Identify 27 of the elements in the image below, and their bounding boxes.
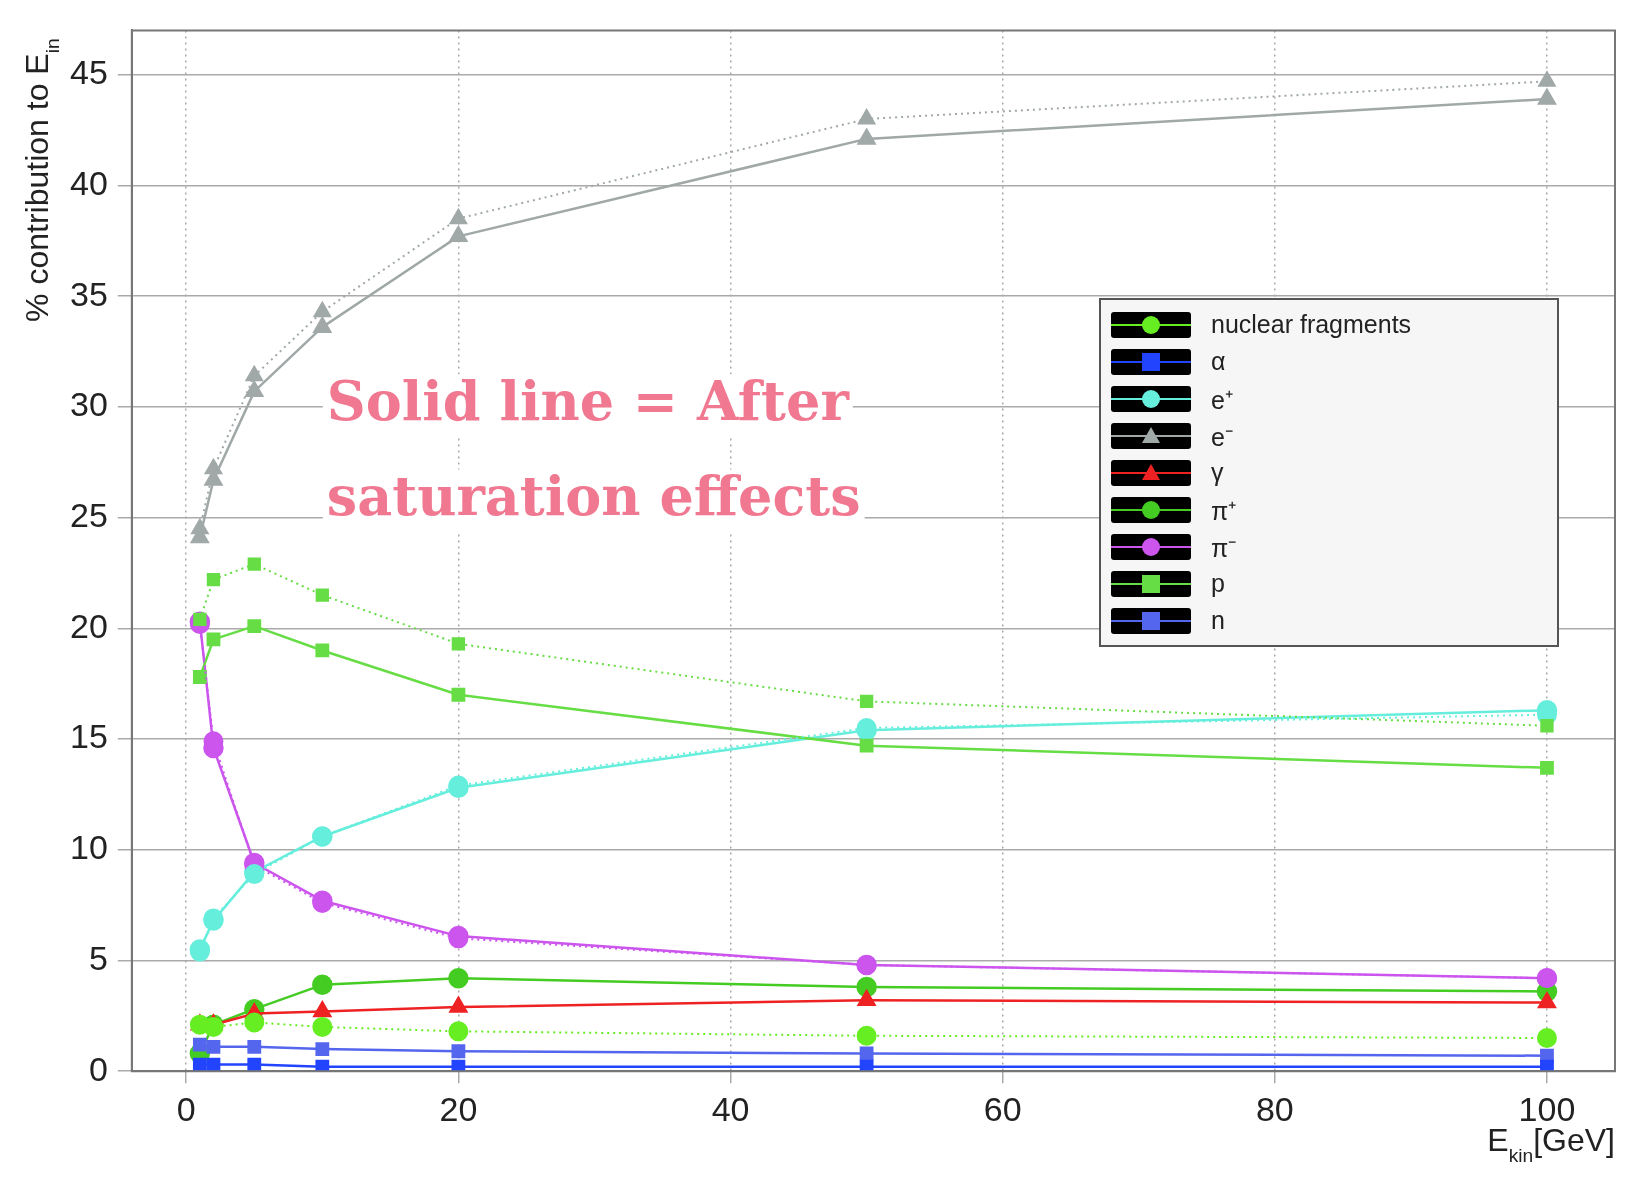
- legend-label: α: [1211, 347, 1226, 377]
- x-tick-label: 100: [1518, 1089, 1576, 1128]
- y-tick-label: 45: [69, 53, 108, 92]
- x-tick-label: 40: [711, 1089, 750, 1128]
- y-axis-title: % contribution to Ein: [19, 38, 64, 322]
- legend-label: e⁻: [1211, 421, 1233, 453]
- y-tick-label: 0: [88, 1049, 108, 1088]
- y-tick-label: 15: [69, 717, 108, 756]
- legend-label: nuclear fragments: [1211, 310, 1412, 340]
- y-tick-label: 5: [88, 938, 108, 977]
- legend-label: π⁻: [1211, 532, 1237, 564]
- x-tick-label: 20: [439, 1089, 478, 1128]
- legend-label: p: [1211, 569, 1225, 599]
- x-tick-label: 80: [1255, 1089, 1294, 1128]
- legend-label: π⁺: [1211, 495, 1237, 527]
- legend-label: n: [1211, 606, 1225, 636]
- annotation: Solid line = After saturation effects: [326, 369, 861, 529]
- y-tick-label: 40: [69, 163, 108, 202]
- y-tick-label: 25: [69, 495, 108, 534]
- y-tick-label: 20: [69, 606, 108, 645]
- x-tick-label: 0: [176, 1089, 196, 1128]
- y-tick-label: 30: [69, 385, 108, 424]
- legend-label: e⁺: [1211, 384, 1233, 416]
- y-tick-label: 10: [69, 828, 108, 867]
- legend-label: γ: [1211, 458, 1224, 488]
- y-tick-label: 35: [69, 274, 108, 313]
- x-tick-label: 60: [983, 1089, 1022, 1128]
